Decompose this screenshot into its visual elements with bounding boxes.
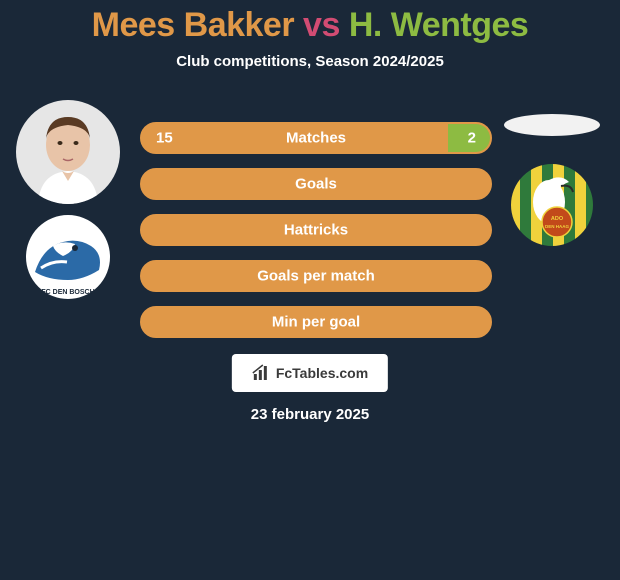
player1-face-icon bbox=[28, 109, 108, 204]
svg-text:FC DEN BOSCH: FC DEN BOSCH bbox=[41, 289, 94, 296]
player2-name: H. Wentges bbox=[349, 6, 529, 44]
footer-date: 23 february 2025 bbox=[0, 406, 620, 423]
ado-den-haag-badge-icon: ADO DEN HAAG bbox=[509, 162, 595, 248]
stat-bar-label: Min per goal bbox=[142, 314, 490, 331]
comparison-bars: Matches15 2 Goals Hattricks Goals per match M… bbox=[140, 122, 492, 338]
player1-name: Mees Bakker bbox=[92, 6, 294, 44]
brand-text: FcTables.com bbox=[276, 365, 368, 381]
header: Mees Bakker vs H. Wentges Club competiti… bbox=[0, 0, 620, 70]
player2-club-badge: ADO DEN HAAG bbox=[509, 162, 595, 248]
svg-text:DEN HAAG: DEN HAAG bbox=[545, 224, 570, 229]
stat-bar: Min per goal bbox=[140, 306, 492, 338]
stat-bar: Goals bbox=[140, 168, 492, 200]
player1-avatar bbox=[16, 100, 120, 204]
brand-badge: FcTables.com bbox=[232, 354, 388, 392]
chart-icon bbox=[252, 364, 270, 382]
player2-column: ADO DEN HAAG bbox=[492, 100, 612, 302]
stat-bar-value-right: 2 bbox=[468, 130, 476, 147]
stat-bar-value-left: 15 bbox=[156, 130, 173, 147]
fc-den-bosch-badge-icon: FC DEN BOSCH bbox=[23, 212, 113, 302]
player1-column: FC DEN BOSCH bbox=[8, 100, 128, 302]
stat-bar-label: Hattricks bbox=[142, 222, 490, 239]
comparison-title: Mees Bakker vs H. Wentges bbox=[0, 6, 620, 45]
stat-bar: Goals per match bbox=[140, 260, 492, 292]
player2-avatar-placeholder bbox=[504, 114, 600, 136]
stat-bar: Matches15 2 bbox=[140, 122, 492, 154]
comparison-subtitle: Club competitions, Season 2024/2025 bbox=[0, 53, 620, 70]
player1-club-badge: FC DEN BOSCH bbox=[23, 212, 113, 302]
stat-bar-label: Matches bbox=[142, 130, 490, 147]
vs-text: vs bbox=[303, 6, 340, 44]
stat-bar-label: Goals per match bbox=[142, 268, 490, 285]
stat-bar: Hattricks bbox=[140, 214, 492, 246]
stat-bar-label: Goals bbox=[142, 176, 490, 193]
svg-text:ADO: ADO bbox=[551, 216, 564, 222]
